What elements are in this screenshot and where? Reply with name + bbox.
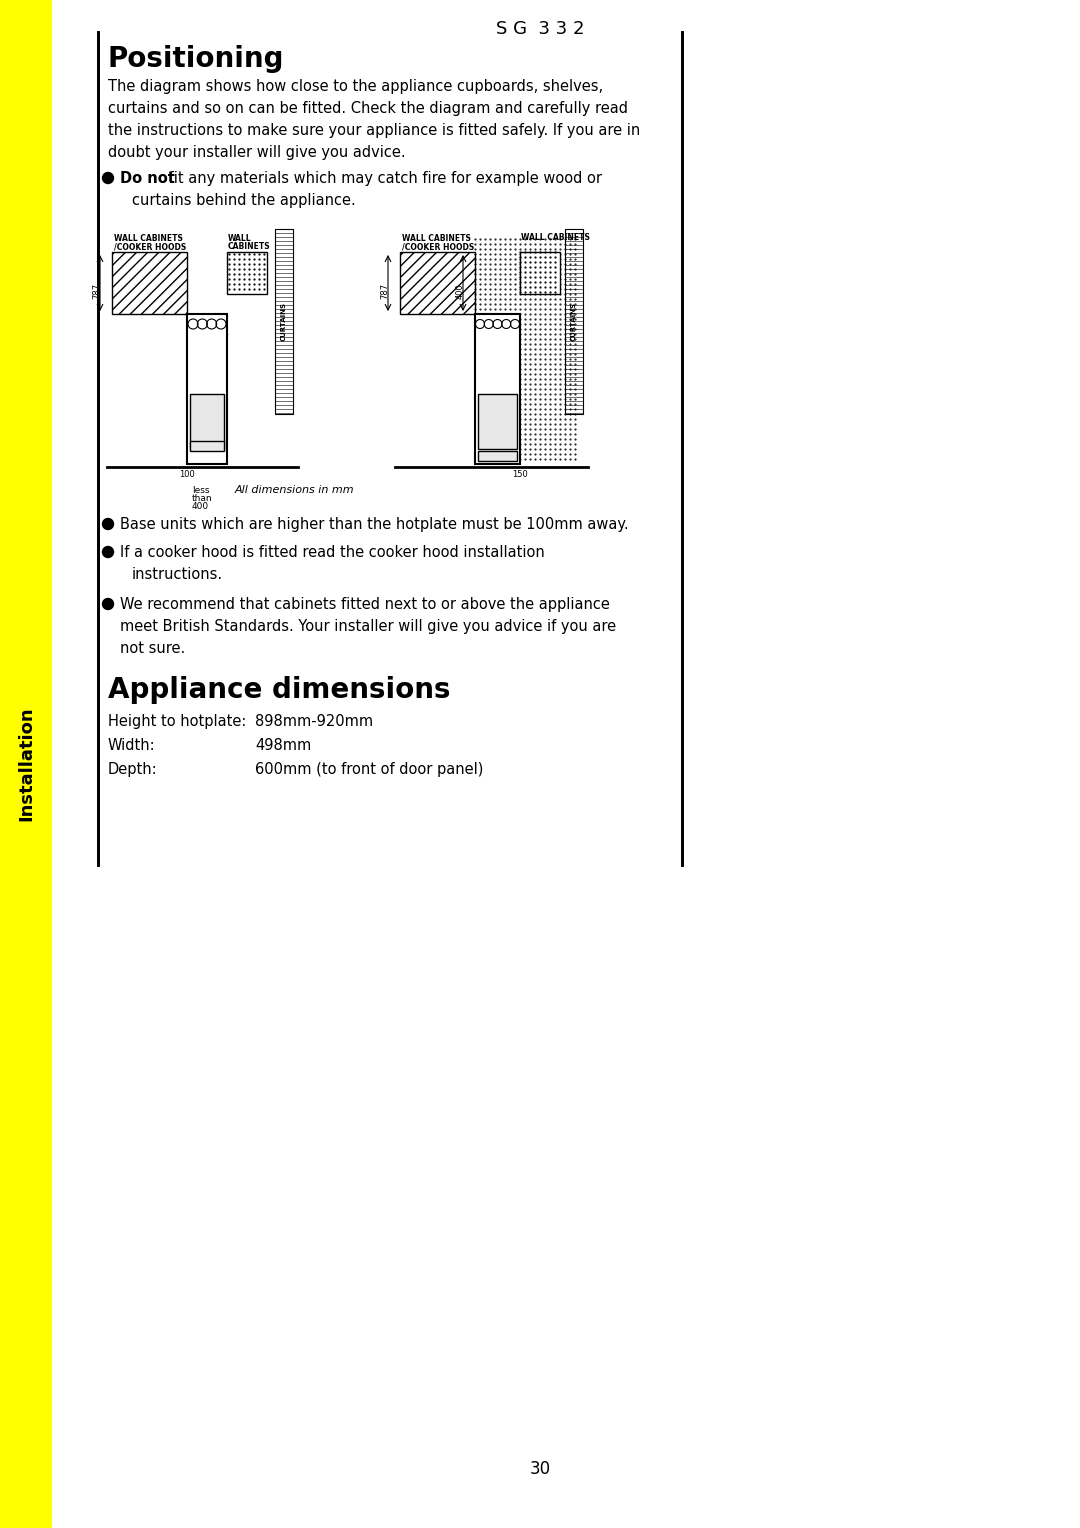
Text: 498mm: 498mm <box>255 738 311 753</box>
Text: WALL: WALL <box>228 234 252 243</box>
Text: curtains behind the appliance.: curtains behind the appliance. <box>132 193 355 208</box>
Bar <box>475 313 519 465</box>
Text: 787: 787 <box>93 283 102 299</box>
Text: the instructions to make sure your appliance is fitted safely. If you are in: the instructions to make sure your appli… <box>108 122 640 138</box>
Text: The diagram shows how close to the appliance cupboards, shelves,: The diagram shows how close to the appli… <box>108 79 603 95</box>
Circle shape <box>103 547 113 558</box>
Text: 100: 100 <box>179 471 194 478</box>
Text: than: than <box>192 494 213 503</box>
Text: curtains and so on can be fitted. Check the diagram and carefully read: curtains and so on can be fitted. Check … <box>108 101 627 116</box>
Text: All dimensions in mm: All dimensions in mm <box>235 484 354 495</box>
Text: S G  3 3 2: S G 3 3 2 <box>496 20 584 38</box>
Text: CURTAINS: CURTAINS <box>571 303 577 341</box>
Text: WALL CABINETS: WALL CABINETS <box>521 232 590 241</box>
Bar <box>519 252 561 293</box>
Bar <box>187 313 227 465</box>
Text: If a cooker hood is fitted read the cooker hood installation: If a cooker hood is fitted read the cook… <box>120 545 544 559</box>
Text: 400: 400 <box>192 503 210 510</box>
Text: 898mm-920mm: 898mm-920mm <box>255 714 373 729</box>
Text: 400: 400 <box>456 283 464 299</box>
Circle shape <box>103 599 113 610</box>
Bar <box>190 394 224 449</box>
Text: WALL CABINETS: WALL CABINETS <box>402 234 471 243</box>
Text: 30: 30 <box>529 1459 551 1478</box>
Bar <box>478 394 517 449</box>
Text: Base units which are higher than the hotplate must be 100mm away.: Base units which are higher than the hot… <box>120 516 629 532</box>
Bar <box>0 0 52 1528</box>
Bar <box>400 252 475 313</box>
Text: Depth:: Depth: <box>108 762 158 778</box>
Text: Installation: Installation <box>17 706 35 822</box>
Text: WALL CABINETS: WALL CABINETS <box>114 234 183 243</box>
Bar <box>275 229 293 414</box>
Bar <box>478 451 517 461</box>
Bar <box>112 252 187 313</box>
Bar <box>190 442 224 451</box>
Text: fit any materials which may catch fire for example wood or: fit any materials which may catch fire f… <box>164 171 602 186</box>
Text: 787: 787 <box>380 283 390 299</box>
Text: meet British Standards. Your installer will give you advice if you are: meet British Standards. Your installer w… <box>120 619 616 634</box>
Text: We recommend that cabinets fitted next to or above the appliance: We recommend that cabinets fitted next t… <box>120 597 610 613</box>
Text: Appliance dimensions: Appliance dimensions <box>108 675 450 704</box>
Bar <box>565 229 583 414</box>
Text: Do not: Do not <box>120 171 175 186</box>
Text: /COOKER HOODS: /COOKER HOODS <box>402 241 474 251</box>
Text: instructions.: instructions. <box>132 567 224 582</box>
Circle shape <box>103 518 113 530</box>
Text: Width:: Width: <box>108 738 156 753</box>
Text: 150: 150 <box>512 471 528 478</box>
Text: Height to hotplate:: Height to hotplate: <box>108 714 246 729</box>
Text: not sure.: not sure. <box>120 642 186 656</box>
Text: CURTAINS: CURTAINS <box>281 303 287 341</box>
Circle shape <box>103 173 113 183</box>
Text: CABINETS: CABINETS <box>228 241 271 251</box>
Bar <box>227 252 267 293</box>
Text: less: less <box>192 486 210 495</box>
Text: Positioning: Positioning <box>108 44 284 73</box>
Text: 600mm (to front of door panel): 600mm (to front of door panel) <box>255 762 484 778</box>
Text: /COOKER HOODS: /COOKER HOODS <box>114 241 186 251</box>
Text: doubt your installer will give you advice.: doubt your installer will give you advic… <box>108 145 406 160</box>
